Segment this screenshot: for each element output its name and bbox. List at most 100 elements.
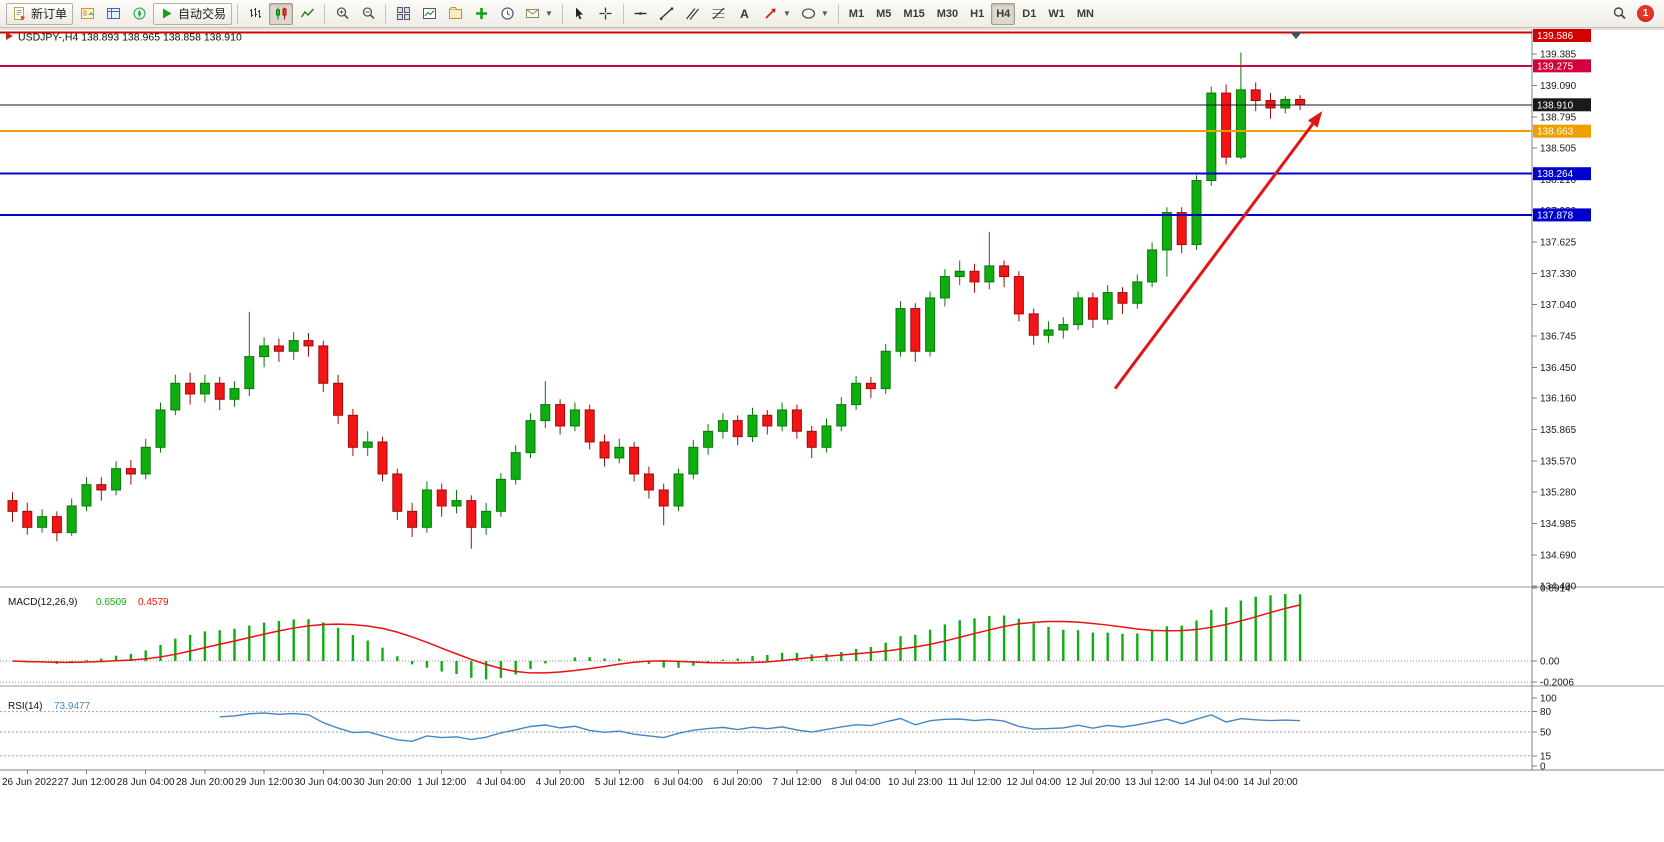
time-tick-label: 6 Jul 20:00: [713, 777, 762, 788]
candle-body: [836, 404, 847, 427]
search-button[interactable]: [1607, 3, 1631, 25]
price-lines[interactable]: 139.586 139.275 138.910 138.663 138.264 137.8…: [0, 29, 1591, 222]
timeframe-button-m30[interactable]: M30: [932, 3, 963, 25]
notification-badge[interactable]: 1: [1637, 5, 1654, 22]
fibonacci-button[interactable]: [707, 3, 731, 25]
trendline-button[interactable]: [655, 3, 679, 25]
symbol-marker-icon: [6, 32, 13, 40]
candle-body: [140, 446, 151, 475]
zoom-out-button[interactable]: [356, 3, 380, 25]
text-button[interactable]: A: [733, 3, 757, 25]
trendline-icon: [660, 7, 674, 20]
arrows-button[interactable]: ▼: [759, 3, 795, 25]
autotrading-button[interactable]: 自动交易: [153, 2, 233, 25]
time-axis[interactable]: 26 Jun 2022 27 Jun 12:00 28 Jun 04:00 28 Ju…: [2, 770, 1298, 788]
candle-body: [303, 340, 314, 347]
timeframe-button-h1[interactable]: H1: [965, 3, 989, 25]
market-watch-button[interactable]: [75, 3, 99, 25]
timeframe-button-m5[interactable]: M5: [871, 3, 896, 25]
new-order-icon: [14, 7, 26, 21]
navigator-icon: [133, 7, 146, 20]
macd-value-main: 0.6509: [96, 597, 127, 608]
timeframe-button-m15[interactable]: M15: [898, 3, 929, 25]
price-tick-label: 137.040: [1540, 300, 1577, 311]
candlestick-chart-button[interactable]: [269, 2, 294, 25]
price-label-badge: [1533, 208, 1591, 222]
chart-shift-marker[interactable]: [1290, 32, 1302, 39]
new-chart-button[interactable]: [417, 3, 441, 25]
horizontal-line-button[interactable]: [629, 3, 653, 25]
timeframe-button-w1[interactable]: W1: [1043, 3, 1070, 25]
bar-chart-button[interactable]: [243, 3, 267, 25]
candle-body: [673, 473, 684, 507]
price-axis[interactable]: 139.385139.090138.795138.505138.210137.9…: [1532, 50, 1577, 593]
candle-body: [614, 446, 625, 459]
svg-text:0.6914: 0.6914: [1540, 583, 1571, 594]
time-tick-label: 10 Jul 23:00: [888, 777, 943, 788]
search-icon: [1613, 7, 1626, 20]
svg-text:50: 50: [1540, 728, 1552, 739]
shapes-button[interactable]: ▼: [797, 3, 833, 25]
channel-icon: [686, 8, 700, 20]
candle-body: [939, 276, 950, 299]
crosshair-button[interactable]: [594, 3, 618, 25]
timeframe-button-d1[interactable]: D1: [1017, 3, 1041, 25]
candle-body: [214, 382, 225, 400]
candle-body: [525, 420, 536, 454]
profiles-button[interactable]: [443, 3, 467, 25]
periods-button[interactable]: [495, 3, 519, 25]
toolbar-separator: [561, 3, 563, 24]
timeframe-button-mn[interactable]: MN: [1072, 3, 1099, 25]
navigator-button[interactable]: [127, 3, 151, 25]
candle-body: [688, 446, 699, 475]
data-window-button[interactable]: [101, 3, 125, 25]
price-tick-label: 136.745: [1540, 331, 1577, 342]
chart-canvas[interactable]: 139.385139.090138.795138.505138.210137.9…: [0, 28, 1664, 837]
cursor-button[interactable]: [568, 3, 592, 25]
candle-body: [273, 345, 284, 352]
candlestick-chart-icon: [275, 7, 287, 20]
candle-body: [481, 510, 492, 528]
channel-button[interactable]: [681, 3, 705, 25]
candle-body: [1221, 92, 1232, 158]
time-tick-label: 6 Jul 04:00: [654, 777, 703, 788]
rsi-line: [219, 712, 1301, 743]
tile-windows-button[interactable]: [391, 3, 415, 25]
candle-body: [7, 500, 18, 512]
time-tick-label: 14 Jul 20:00: [1243, 777, 1298, 788]
candle-body: [1132, 281, 1143, 304]
rsi-value: 73.9477: [54, 701, 91, 712]
price-tick-label: 137.625: [1540, 237, 1577, 248]
price-tick-label: 136.160: [1540, 394, 1577, 405]
trend-arrow[interactable]: [1113, 111, 1323, 390]
time-tick-label: 26 Jun 2022: [2, 777, 57, 788]
text-icon: A: [741, 7, 750, 21]
candle-body: [155, 409, 166, 448]
candle-body: [717, 420, 728, 432]
price-label-badge: [1533, 29, 1591, 42]
price-label-text: 138.663: [1537, 127, 1574, 138]
candle-body: [125, 468, 136, 475]
candle-body: [747, 414, 758, 438]
templates-button[interactable]: ▼: [521, 3, 557, 25]
zoom-in-button[interactable]: [330, 3, 354, 25]
timeframe-button-h4[interactable]: H4: [991, 2, 1016, 25]
toolbar-separator: [237, 3, 239, 24]
new-order-button[interactable]: 新订单: [6, 2, 74, 25]
candle-body: [259, 345, 270, 358]
time-tick-label: 8 Jul 04:00: [832, 777, 881, 788]
tile-windows-icon: [396, 7, 410, 20]
time-tick-label: 28 Jun 04:00: [117, 777, 175, 788]
line-chart-button[interactable]: [295, 3, 319, 25]
indicators-button[interactable]: [469, 3, 493, 25]
autotrading-label: 自动交易: [178, 7, 227, 21]
macd-panel: [0, 594, 1532, 683]
indicators-icon: [475, 8, 487, 19]
candle-body: [895, 308, 906, 352]
candle-body: [1073, 297, 1084, 326]
rsi-panel: [0, 711, 1532, 757]
time-tick-label: 29 Jun 12:00: [235, 777, 293, 788]
candle-body: [865, 382, 876, 390]
timeframe-button-m1[interactable]: M1: [844, 3, 869, 25]
price-label-text: 137.878: [1537, 210, 1574, 221]
